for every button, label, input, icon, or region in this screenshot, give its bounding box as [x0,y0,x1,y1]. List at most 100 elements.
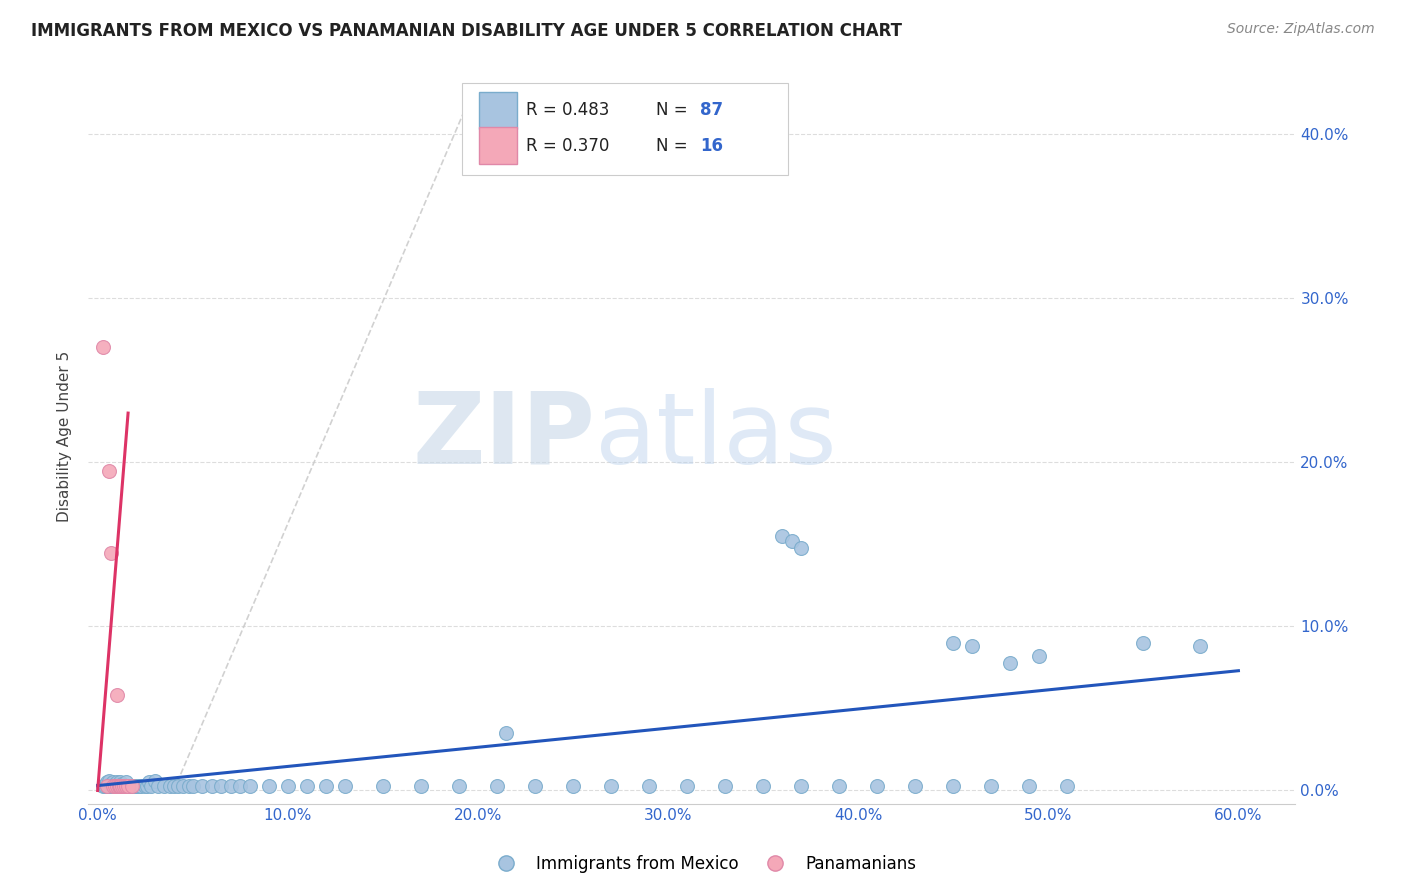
Point [100,779,122,793]
Point [107,779,129,793]
Point [1056,779,1078,793]
Point [1132,636,1154,650]
Point [105,779,128,793]
Point [177,779,200,793]
Point [770,529,793,543]
Point [117,779,139,793]
FancyBboxPatch shape [479,92,517,129]
Point [315,779,337,793]
Point [277,779,299,793]
Point [105,779,128,793]
Point [112,779,135,793]
Point [485,779,508,793]
Point [100,545,122,559]
Point [111,779,134,793]
Legend: Immigrants from Mexico, Panamanians: Immigrants from Mexico, Panamanians [482,848,924,880]
Point [1000,656,1022,670]
Point [101,779,124,793]
Point [333,779,356,793]
Y-axis label: Disability Age Under 5: Disability Age Under 5 [58,351,72,522]
Point [495,726,517,740]
Point [295,779,318,793]
Point [117,779,139,793]
Point [191,779,214,793]
Point [409,779,432,793]
Point [523,779,546,793]
Point [942,636,965,650]
Point [790,779,813,793]
Point [98,463,121,477]
Point [104,779,127,793]
Point [110,779,132,793]
Point [115,779,138,793]
Point [638,779,661,793]
Point [257,779,280,793]
Text: N =: N = [655,102,693,120]
Point [112,779,135,793]
Point [122,779,145,793]
Point [112,779,135,793]
Text: ZIP: ZIP [412,387,595,484]
Point [209,779,232,793]
Point [181,779,204,793]
FancyBboxPatch shape [463,83,789,175]
Point [201,779,224,793]
Point [94,779,117,793]
Point [104,777,127,791]
Point [1018,779,1040,793]
Point [371,779,394,793]
Point [98,779,121,793]
Point [105,779,128,793]
Text: Source: ZipAtlas.com: Source: ZipAtlas.com [1227,22,1375,37]
Point [714,779,737,793]
Point [562,779,585,793]
Point [752,779,775,793]
Point [131,779,153,793]
Point [904,779,927,793]
Point [828,779,851,793]
Point [136,779,159,793]
Point [111,777,134,791]
Point [110,779,132,793]
Point [960,639,983,653]
Point [93,341,115,355]
Text: R = 0.483: R = 0.483 [526,102,610,120]
FancyBboxPatch shape [479,127,517,164]
Point [107,779,129,793]
Point [121,779,143,793]
Text: N =: N = [655,136,693,154]
Point [111,779,134,793]
Point [780,534,803,549]
Point [101,779,124,793]
Point [125,779,148,793]
Point [163,779,186,793]
Point [121,779,143,793]
Point [239,779,262,793]
Point [96,779,118,793]
Point [101,779,124,793]
Text: 87: 87 [700,102,723,120]
Point [1028,648,1050,663]
Text: IMMIGRANTS FROM MEXICO VS PANAMANIAN DISABILITY AGE UNDER 5 CORRELATION CHART: IMMIGRANTS FROM MEXICO VS PANAMANIAN DIS… [31,22,901,40]
Point [942,779,965,793]
Point [110,775,132,789]
Point [159,779,181,793]
Point [866,779,889,793]
Text: atlas: atlas [595,387,837,484]
Point [96,775,118,789]
Point [1189,639,1212,653]
Point [128,779,150,793]
Point [172,779,194,793]
Point [229,779,252,793]
Point [153,779,176,793]
Point [115,779,138,793]
Point [93,779,115,793]
Text: R = 0.370: R = 0.370 [526,136,610,154]
Point [100,777,122,791]
Point [219,779,242,793]
Point [115,775,138,789]
Point [138,775,160,789]
Point [127,779,149,793]
Point [101,775,124,789]
Text: 16: 16 [700,136,723,154]
